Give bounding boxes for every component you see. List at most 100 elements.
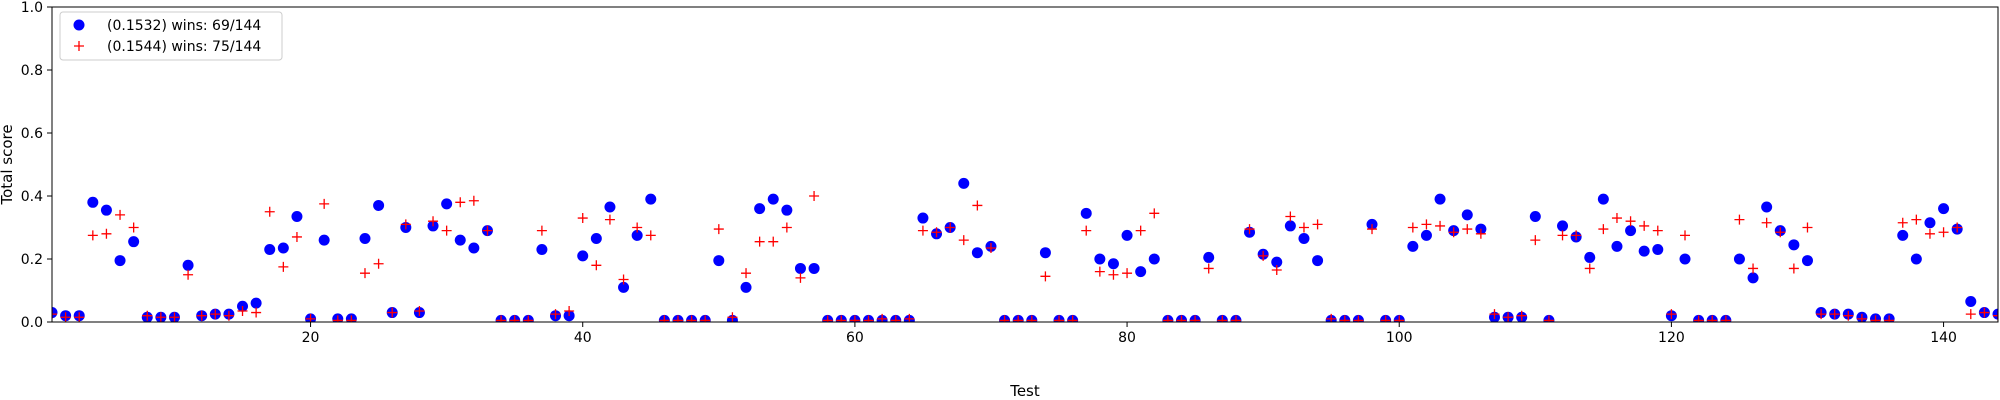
- series-2-point: [1067, 315, 1078, 322]
- series-2-point: [1543, 315, 1554, 322]
- series-1-point: [1801, 255, 1813, 267]
- series-2-point: [196, 310, 207, 321]
- series-2-point: [1149, 208, 1160, 219]
- series-2-point: [60, 312, 71, 322]
- series-2-point: [1611, 213, 1622, 224]
- series-1-point: [1733, 253, 1745, 265]
- y-tick-label: 0.0: [21, 315, 43, 331]
- series-2-point: [1312, 219, 1323, 230]
- axes: 20 40 60 80 100 120 140 0.0 0.2 0.4 0.6 0.8 1.0: [21, 0, 1999, 346]
- series-2-point: [1584, 263, 1595, 274]
- series-2-point: [1843, 310, 1854, 321]
- series-1-point: [1284, 220, 1296, 232]
- series-1-point: [1080, 207, 1092, 219]
- series-2-point: [509, 315, 520, 322]
- series-2-point: [1081, 225, 1092, 236]
- series-2-point: [1938, 227, 1949, 238]
- series-2-point: [972, 200, 983, 211]
- series-2: [52, 191, 1998, 322]
- y-tick-label: 0.4: [21, 189, 43, 205]
- series-1-point: [1938, 203, 1950, 215]
- series-2-point: [904, 313, 915, 322]
- series-2-point: [223, 310, 234, 321]
- series-1-point: [740, 281, 752, 293]
- series-2-point: [291, 231, 302, 242]
- series-2-point: [713, 224, 724, 235]
- series-2-point: [1285, 211, 1296, 222]
- series-2-point: [346, 315, 357, 322]
- x-axis-label: Test: [1009, 382, 1040, 400]
- series-2-point: [1639, 220, 1650, 231]
- series-2-point: [1802, 222, 1813, 233]
- series-2-point: [400, 219, 411, 230]
- series-2-point: [1870, 315, 1881, 322]
- series-2-point: [373, 258, 384, 269]
- series-1-point: [1148, 253, 1160, 265]
- series-1-point: [277, 242, 289, 254]
- series-2-point: [659, 315, 670, 322]
- series-2-point: [251, 307, 262, 318]
- legend: (0.1532) wins: 69/144 (0.1544) wins: 75/1…: [59, 11, 283, 61]
- series-2-point: [1693, 315, 1704, 322]
- series-1-point: [1910, 253, 1922, 265]
- series-2-point: [1462, 224, 1473, 235]
- series-1-point: [52, 307, 58, 319]
- series-2-point: [1258, 250, 1269, 261]
- series-2-point: [496, 315, 507, 322]
- series-2-point: [1448, 227, 1459, 238]
- plot-area: [52, 177, 1998, 322]
- series-2-point: [1979, 307, 1990, 318]
- series-2-point: [1911, 214, 1922, 225]
- series-2-point: [1176, 315, 1187, 322]
- series-2-point: [305, 313, 316, 322]
- y-tick-label: 0.2: [21, 252, 43, 268]
- series-2-point: [237, 305, 248, 316]
- series-2-point: [1952, 222, 1963, 233]
- legend-label-1: (0.1532) wins: 69/144: [107, 18, 261, 34]
- series-1-point: [318, 234, 330, 246]
- series-1-point: [114, 255, 126, 267]
- series-1-point: [1407, 240, 1419, 252]
- series-2-point: [591, 260, 602, 271]
- series-2-point: [332, 315, 343, 322]
- series-2-point: [686, 315, 697, 322]
- series-2-point: [1054, 315, 1065, 322]
- series-2-point: [1775, 227, 1786, 238]
- series-1-point: [1461, 209, 1473, 221]
- series-1-point: [590, 233, 602, 245]
- series-2-point: [482, 225, 493, 236]
- series-2-point: [1816, 309, 1827, 320]
- series-1-point: [1638, 245, 1650, 257]
- series-2-point: [1557, 230, 1568, 241]
- series-1-point: [1420, 229, 1432, 241]
- series-2-point: [836, 315, 847, 322]
- series-2-point: [1788, 263, 1799, 274]
- series-2-point: [1720, 315, 1731, 322]
- series-2-point: [604, 214, 615, 225]
- legend-marker-plus: [74, 41, 84, 51]
- series-1-point: [1924, 217, 1936, 229]
- series-1-point: [291, 210, 303, 222]
- x-tick-label: 140: [1930, 330, 1957, 346]
- series-1-point: [128, 236, 140, 248]
- series-2-point: [1734, 214, 1745, 225]
- legend-marker-circle: [73, 19, 85, 31]
- series-2-point: [359, 268, 370, 279]
- series-1-point: [1747, 272, 1759, 284]
- y-tick-label: 0.6: [21, 126, 43, 142]
- series-2-point: [210, 309, 221, 320]
- series-2-point: [1421, 219, 1432, 230]
- series-2-point: [727, 312, 738, 322]
- series-2-point: [1026, 315, 1037, 322]
- series-2-point: [1244, 224, 1255, 235]
- series-1-point: [645, 193, 657, 205]
- series-1-point: [1897, 229, 1909, 241]
- series-2-point: [1503, 312, 1514, 322]
- series-2-point: [1394, 315, 1405, 322]
- series-2-point: [115, 209, 126, 220]
- series-1: [52, 177, 1998, 322]
- series-2-point: [890, 315, 901, 322]
- series-2-point: [536, 225, 547, 236]
- series-2-point: [754, 236, 765, 247]
